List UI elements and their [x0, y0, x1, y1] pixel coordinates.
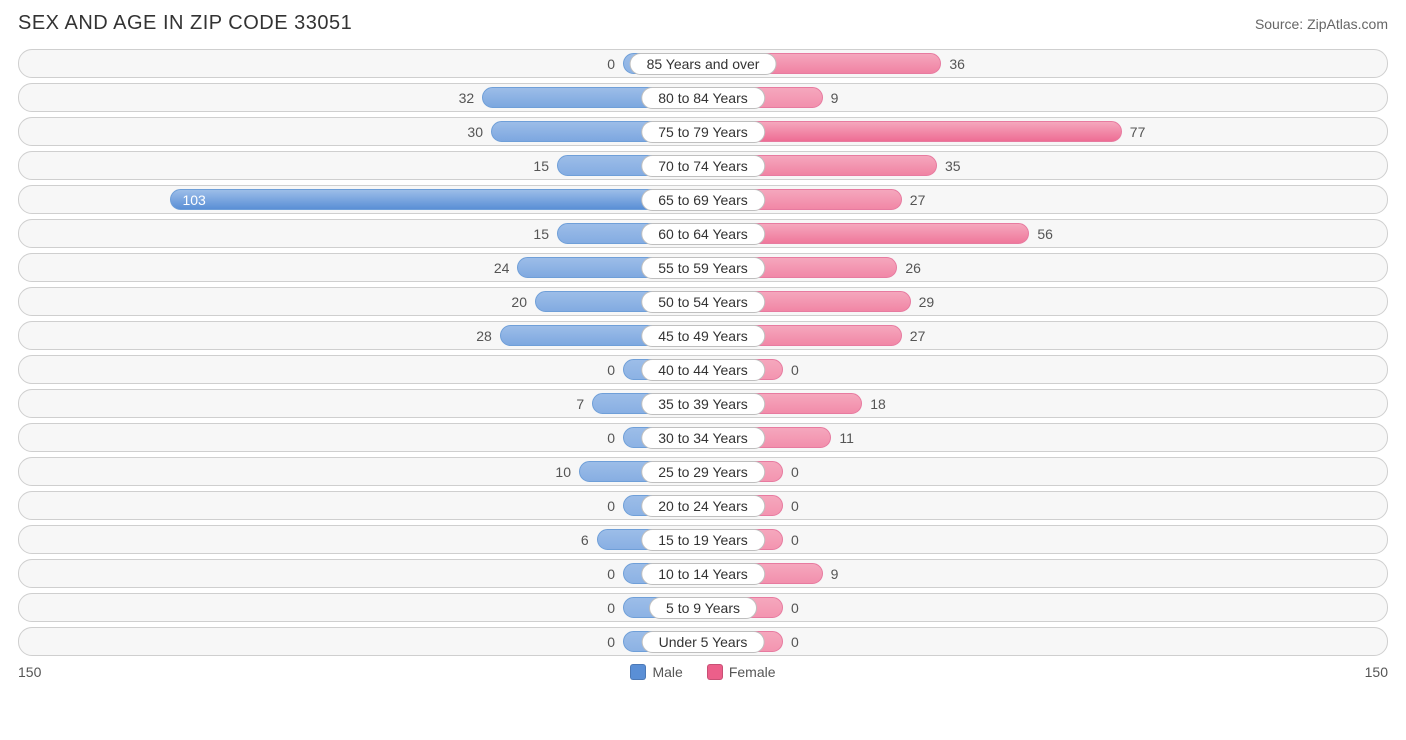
- age-group-label: 80 to 84 Years: [641, 87, 765, 109]
- legend-swatch-male: [630, 664, 646, 680]
- value-male: 0: [607, 566, 615, 582]
- chart-source: Source: ZipAtlas.com: [1255, 16, 1388, 32]
- chart-title: SEX AND AGE IN ZIP CODE 33051: [18, 12, 352, 35]
- value-male: 28: [476, 328, 492, 344]
- value-male: 15: [533, 158, 549, 174]
- legend: Male Female: [630, 664, 775, 680]
- legend-label-male: Male: [652, 664, 682, 680]
- chart-row: 50 to 54 Years 20 29: [18, 287, 1388, 316]
- value-female: 0: [791, 498, 799, 514]
- chart-row: 20 to 24 Years 0 0: [18, 491, 1388, 520]
- value-female: 0: [791, 634, 799, 650]
- value-female: 26: [905, 260, 921, 276]
- value-male: 20: [511, 294, 527, 310]
- value-female: 9: [831, 566, 839, 582]
- value-male: 32: [459, 90, 475, 106]
- chart-row: 15 to 19 Years 6 0: [18, 525, 1388, 554]
- age-group-label: 75 to 79 Years: [641, 121, 765, 143]
- legend-label-female: Female: [729, 664, 776, 680]
- value-female: 11: [839, 430, 854, 446]
- age-group-label: 25 to 29 Years: [641, 461, 765, 483]
- value-female: 0: [791, 600, 799, 616]
- chart-row: Under 5 Years 0 0: [18, 627, 1388, 656]
- value-female: 35: [945, 158, 961, 174]
- chart-row: 70 to 74 Years 15 35: [18, 151, 1388, 180]
- legend-item-male: Male: [630, 664, 682, 680]
- age-group-label: 65 to 69 Years: [641, 189, 765, 211]
- value-female: 36: [949, 56, 965, 72]
- age-group-label: 15 to 19 Years: [641, 529, 765, 551]
- chart-header: SEX AND AGE IN ZIP CODE 33051 Source: Zi…: [18, 12, 1388, 35]
- value-female: 56: [1037, 226, 1053, 242]
- chart-row: 55 to 59 Years 24 26: [18, 253, 1388, 282]
- value-female: 77: [1130, 124, 1146, 140]
- age-group-label: 85 Years and over: [630, 53, 777, 75]
- value-male: 0: [607, 362, 615, 378]
- value-male: 0: [607, 634, 615, 650]
- age-group-label: 5 to 9 Years: [649, 597, 757, 619]
- value-female: 0: [791, 362, 799, 378]
- chart-row: 85 Years and over 0 36: [18, 49, 1388, 78]
- value-female: 9: [831, 90, 839, 106]
- axis-right-max: 150: [1365, 664, 1388, 680]
- chart-row: 75 to 79 Years 30 77: [18, 117, 1388, 146]
- chart-row: 45 to 49 Years 28 27: [18, 321, 1388, 350]
- value-female: 0: [791, 532, 799, 548]
- age-group-label: 55 to 59 Years: [641, 257, 765, 279]
- value-male: 0: [607, 430, 615, 446]
- chart-row: 65 to 69 Years 103 27: [18, 185, 1388, 214]
- age-group-label: 60 to 64 Years: [641, 223, 765, 245]
- value-male: 0: [607, 600, 615, 616]
- value-male: 0: [607, 498, 615, 514]
- chart-row: 60 to 64 Years 15 56: [18, 219, 1388, 248]
- axis-left-max: 150: [18, 664, 41, 680]
- age-group-label: 30 to 34 Years: [641, 427, 765, 449]
- age-group-label: 50 to 54 Years: [641, 291, 765, 313]
- chart-row: 35 to 39 Years 7 18: [18, 389, 1388, 418]
- value-female: 27: [910, 328, 926, 344]
- chart-row: 80 to 84 Years 32 9: [18, 83, 1388, 112]
- age-group-label: 35 to 39 Years: [641, 393, 765, 415]
- chart-row: 30 to 34 Years 0 11: [18, 423, 1388, 452]
- value-female: 29: [919, 294, 935, 310]
- value-male: 30: [467, 124, 483, 140]
- chart-row: 40 to 44 Years 0 0: [18, 355, 1388, 384]
- age-group-label: 20 to 24 Years: [641, 495, 765, 517]
- bar-male: [170, 189, 703, 210]
- chart-row: 25 to 29 Years 10 0: [18, 457, 1388, 486]
- legend-item-female: Female: [707, 664, 776, 680]
- chart-footer: 150 Male Female 150: [18, 664, 1388, 680]
- value-male: 0: [607, 56, 615, 72]
- age-group-label: 45 to 49 Years: [641, 325, 765, 347]
- age-group-label: Under 5 Years: [642, 631, 765, 653]
- chart-row: 5 to 9 Years 0 0: [18, 593, 1388, 622]
- value-male: 24: [494, 260, 510, 276]
- bar-female: [703, 121, 1122, 142]
- value-male: 15: [533, 226, 549, 242]
- value-female: 0: [791, 464, 799, 480]
- age-group-label: 10 to 14 Years: [641, 563, 765, 585]
- chart-row: 10 to 14 Years 0 9: [18, 559, 1388, 588]
- age-group-label: 70 to 74 Years: [641, 155, 765, 177]
- chart-area: 85 Years and over03680 to 84 Years32975 …: [18, 49, 1388, 656]
- value-male: 103: [182, 192, 205, 208]
- value-male: 10: [555, 464, 571, 480]
- value-male: 7: [576, 396, 584, 412]
- legend-swatch-female: [707, 664, 723, 680]
- value-male: 6: [581, 532, 589, 548]
- age-group-label: 40 to 44 Years: [641, 359, 765, 381]
- value-female: 27: [910, 192, 926, 208]
- value-female: 18: [870, 396, 886, 412]
